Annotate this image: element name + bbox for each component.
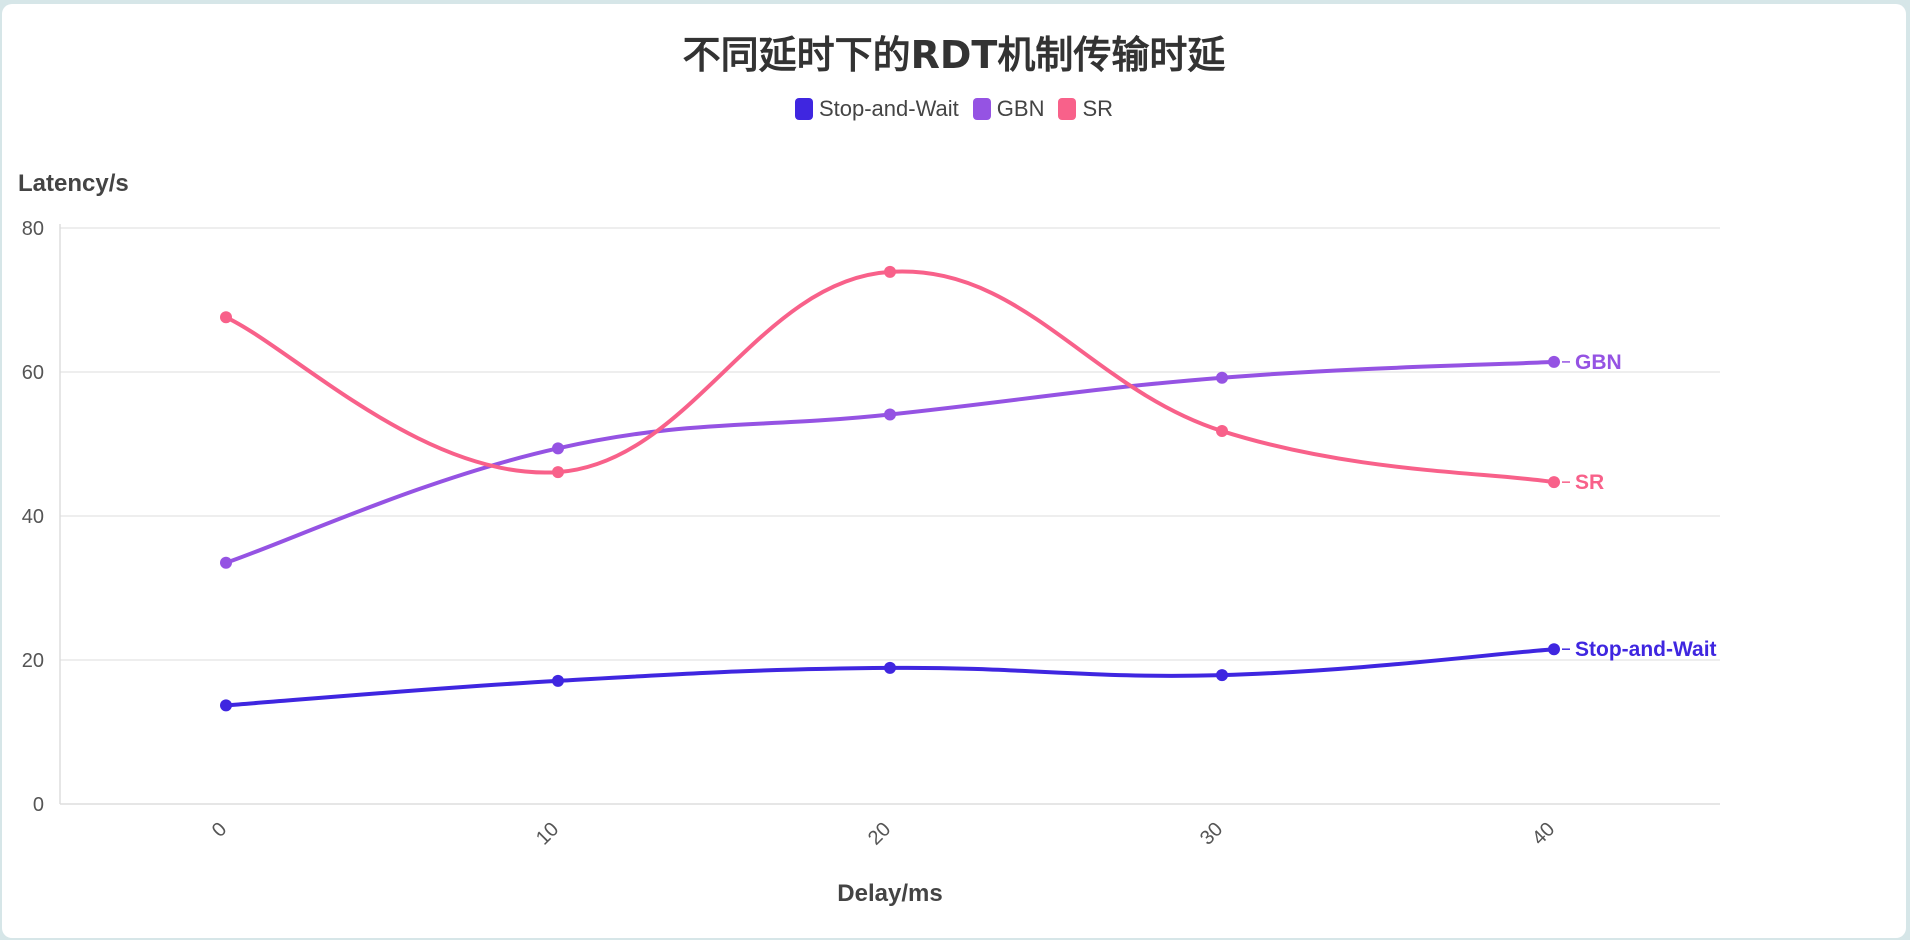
legend-swatch bbox=[972, 98, 991, 120]
data-point[interactable] bbox=[1548, 355, 1560, 368]
legend-swatch bbox=[794, 98, 813, 120]
legend-label: GBN bbox=[996, 96, 1045, 121]
y-tick-label: 60 bbox=[22, 362, 44, 384]
y-axis-title: Latency/s bbox=[18, 170, 129, 197]
data-point[interactable] bbox=[1548, 643, 1560, 656]
series-line-sr[interactable] bbox=[224, 269, 1556, 485]
series-end-label: GBN bbox=[1575, 351, 1622, 374]
data-point[interactable] bbox=[1548, 476, 1560, 489]
data-point[interactable] bbox=[220, 311, 232, 324]
y-tick-label: 40 bbox=[22, 506, 44, 528]
series-end-label: SR bbox=[1575, 471, 1604, 494]
legend-item[interactable]: GBN bbox=[972, 96, 1045, 122]
x-tick-label: 20 bbox=[864, 818, 895, 849]
chart-plot: 0 20 40 60 80 0 10 20 30 40 Stop-and-Wait GBN SR La… bbox=[18, 170, 1720, 907]
data-point[interactable] bbox=[1216, 669, 1228, 682]
data-point[interactable] bbox=[884, 408, 896, 421]
series-line-stop-and-wait[interactable] bbox=[224, 647, 1556, 708]
legend-item[interactable]: SR bbox=[1058, 96, 1113, 122]
chart-card: 不同延时下的RDT机制传输时延 Stop-and-Wait GBN SR 0 20 40… bbox=[2, 4, 1906, 938]
x-tick-label: 10 bbox=[532, 818, 563, 849]
x-axis-title: Delay/ms bbox=[837, 880, 942, 907]
data-point[interactable] bbox=[884, 265, 896, 278]
legend-label: Stop-and-Wait bbox=[818, 96, 959, 121]
chart-title: 不同延时下的RDT机制传输时延 bbox=[682, 33, 1226, 77]
y-tick-label: 80 bbox=[22, 218, 44, 240]
data-point[interactable] bbox=[552, 674, 564, 687]
data-point[interactable] bbox=[552, 442, 564, 455]
data-point[interactable] bbox=[1216, 425, 1228, 438]
data-point[interactable] bbox=[884, 661, 896, 674]
legend: Stop-and-Wait GBN SR bbox=[2, 96, 1906, 122]
data-point[interactable] bbox=[1216, 371, 1228, 384]
y-tick-label: 0 bbox=[33, 794, 44, 816]
x-tick-label: 0 bbox=[208, 818, 231, 841]
x-tick-label: 30 bbox=[1196, 818, 1227, 849]
data-point[interactable] bbox=[220, 699, 232, 712]
legend-label: SR bbox=[1082, 96, 1114, 121]
data-point[interactable] bbox=[552, 466, 564, 479]
x-tick-label: 40 bbox=[1528, 818, 1559, 849]
series-end-label: Stop-and-Wait bbox=[1575, 638, 1717, 661]
legend-swatch bbox=[1058, 98, 1077, 120]
data-point[interactable] bbox=[220, 556, 232, 569]
legend-item[interactable]: Stop-and-Wait bbox=[794, 96, 959, 122]
y-tick-label: 20 bbox=[22, 650, 44, 672]
